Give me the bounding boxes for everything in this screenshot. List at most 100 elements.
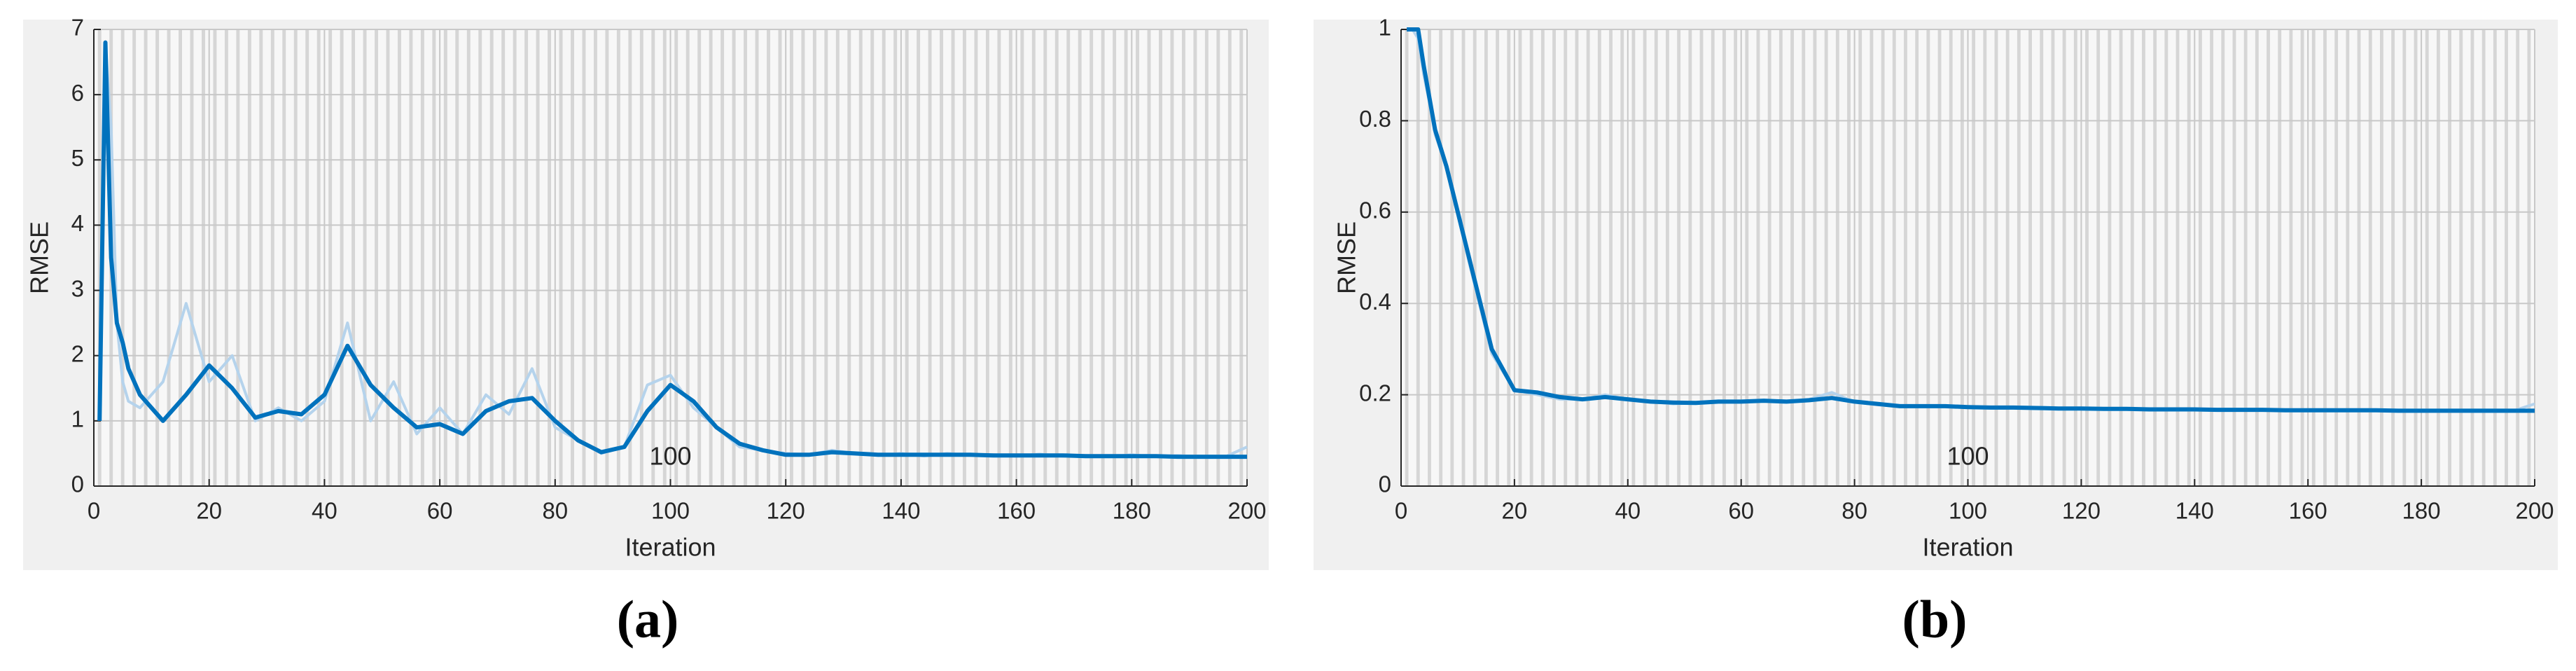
y-tick-label: 6 bbox=[71, 80, 84, 106]
epoch-stripe bbox=[2425, 29, 2429, 486]
x-tick-label: 100 bbox=[651, 498, 690, 524]
epoch-stripe bbox=[501, 29, 506, 486]
epoch-stripe bbox=[1227, 29, 1232, 486]
epoch-stripe bbox=[443, 29, 447, 486]
epoch-stripe bbox=[639, 29, 643, 486]
epoch-stripe bbox=[2300, 29, 2304, 486]
epoch-stripe bbox=[1008, 29, 1012, 486]
epoch-stripe bbox=[997, 29, 1001, 486]
epoch-stripe bbox=[2255, 29, 2259, 486]
y-tick-label: 4 bbox=[71, 210, 84, 236]
epoch-stripe bbox=[1552, 29, 1556, 486]
epoch-stripe bbox=[155, 29, 160, 486]
x-tick-label: 160 bbox=[2289, 498, 2327, 524]
epoch-stripe bbox=[893, 29, 898, 486]
y-tick-label: 0 bbox=[71, 471, 84, 497]
epoch-stripe bbox=[1078, 29, 1082, 486]
epoch-stripe bbox=[697, 29, 702, 486]
chart-panel: 0 1 2 3 4 5 6 7 0 20 40 60 80 100 120 140 160 180 200 100 It… bbox=[23, 15, 1269, 649]
y-tick-label: 0.8 bbox=[1359, 106, 1391, 132]
epoch-stripe bbox=[513, 29, 517, 486]
epoch-stripe bbox=[2164, 29, 2168, 486]
epoch-stripe bbox=[1688, 29, 1692, 486]
epoch-stripe bbox=[1147, 29, 1151, 486]
epoch-stripe bbox=[2448, 29, 2452, 486]
epoch-stripe bbox=[1734, 29, 1738, 486]
epoch-stripe bbox=[1949, 29, 1953, 486]
y-tick-label: 5 bbox=[71, 145, 84, 171]
panel-caption: (a) bbox=[617, 590, 679, 649]
x-tick-label: 140 bbox=[2175, 498, 2214, 524]
epoch-stripe bbox=[409, 29, 413, 486]
epoch-stripe bbox=[2073, 29, 2077, 486]
epoch-stripe bbox=[2368, 29, 2372, 486]
epoch-stripe bbox=[2210, 29, 2214, 486]
x-tick-label: 0 bbox=[1395, 498, 1407, 524]
epoch-stripe bbox=[685, 29, 690, 486]
epoch-stripe bbox=[375, 29, 378, 486]
epoch-stripe bbox=[282, 29, 286, 486]
epoch-stripe bbox=[548, 29, 552, 486]
epoch-stripe bbox=[824, 29, 828, 486]
epoch-stripe bbox=[1870, 29, 1874, 486]
epoch-stripe bbox=[1020, 29, 1024, 486]
epoch-stripe bbox=[2040, 29, 2044, 486]
epoch-stripe bbox=[1405, 29, 1409, 486]
epoch-stripe bbox=[1204, 29, 1209, 486]
epoch-stripe bbox=[1699, 29, 1704, 486]
epoch-stripe bbox=[1835, 29, 1839, 486]
epoch-stripe bbox=[628, 29, 632, 486]
epoch-stripe bbox=[2096, 29, 2101, 486]
epoch-stripe bbox=[363, 29, 367, 486]
epoch-stripe bbox=[1994, 29, 1998, 486]
epoch-stripe bbox=[2017, 29, 2021, 486]
epoch-stripe bbox=[432, 29, 436, 486]
epoch-stripe bbox=[1507, 29, 1511, 486]
x-tick-label: 40 bbox=[312, 498, 337, 524]
epoch-stripe bbox=[1620, 29, 1624, 486]
data-line bbox=[97, 40, 1247, 459]
epoch-stripe bbox=[420, 29, 424, 486]
epoch-stripe bbox=[2198, 29, 2202, 486]
epoch-stripe bbox=[1711, 29, 1715, 486]
epoch-stripe bbox=[1802, 29, 1806, 486]
epoch-stripe bbox=[974, 29, 978, 486]
epoch-stripe bbox=[1597, 29, 1601, 486]
x-tick-label: 100 bbox=[1949, 498, 1987, 524]
epoch-stripe bbox=[536, 29, 540, 486]
epoch-stripe bbox=[489, 29, 494, 486]
epoch-stripe bbox=[744, 29, 748, 486]
epoch-stripe bbox=[120, 29, 125, 486]
epoch-stripe bbox=[651, 29, 655, 486]
epoch-stripe bbox=[1113, 29, 1117, 486]
epoch-stripe bbox=[2005, 29, 2010, 486]
epoch-stripe bbox=[1564, 29, 1568, 486]
epoch-stripe bbox=[2414, 29, 2418, 486]
epoch-stripe bbox=[2470, 29, 2474, 486]
epoch-stripe bbox=[270, 29, 274, 486]
y-tick-label: 2 bbox=[71, 340, 84, 366]
epoch-stripe bbox=[2289, 29, 2293, 486]
epoch-stripe bbox=[167, 29, 171, 486]
epoch-stripe bbox=[1847, 29, 1851, 486]
epoch-stripe bbox=[1450, 29, 1454, 486]
epoch-stripe bbox=[1915, 29, 1919, 486]
epoch-stripe bbox=[316, 29, 321, 486]
x-tick-label: 60 bbox=[1728, 498, 1754, 524]
y-axis-label: RMSE bbox=[25, 221, 54, 294]
epoch-stripe bbox=[1054, 29, 1059, 486]
epoch-stripe bbox=[1654, 29, 1658, 486]
epoch-stripe bbox=[1473, 29, 1477, 486]
epoch-stripe bbox=[2391, 29, 2395, 486]
annotation: 100 bbox=[649, 442, 691, 471]
epoch-stripe bbox=[2028, 29, 2032, 486]
epoch-stripe bbox=[247, 29, 251, 486]
epoch-stripe bbox=[1937, 29, 1942, 486]
epoch-stripe bbox=[1216, 29, 1220, 486]
epoch-stripe bbox=[1609, 29, 1613, 486]
x-tick-label: 160 bbox=[997, 498, 1036, 524]
epoch-stripe bbox=[1496, 29, 1500, 486]
epoch-stripe bbox=[1031, 29, 1036, 486]
epoch-stripe bbox=[1881, 29, 1885, 486]
epoch-stripe bbox=[1540, 29, 1545, 486]
